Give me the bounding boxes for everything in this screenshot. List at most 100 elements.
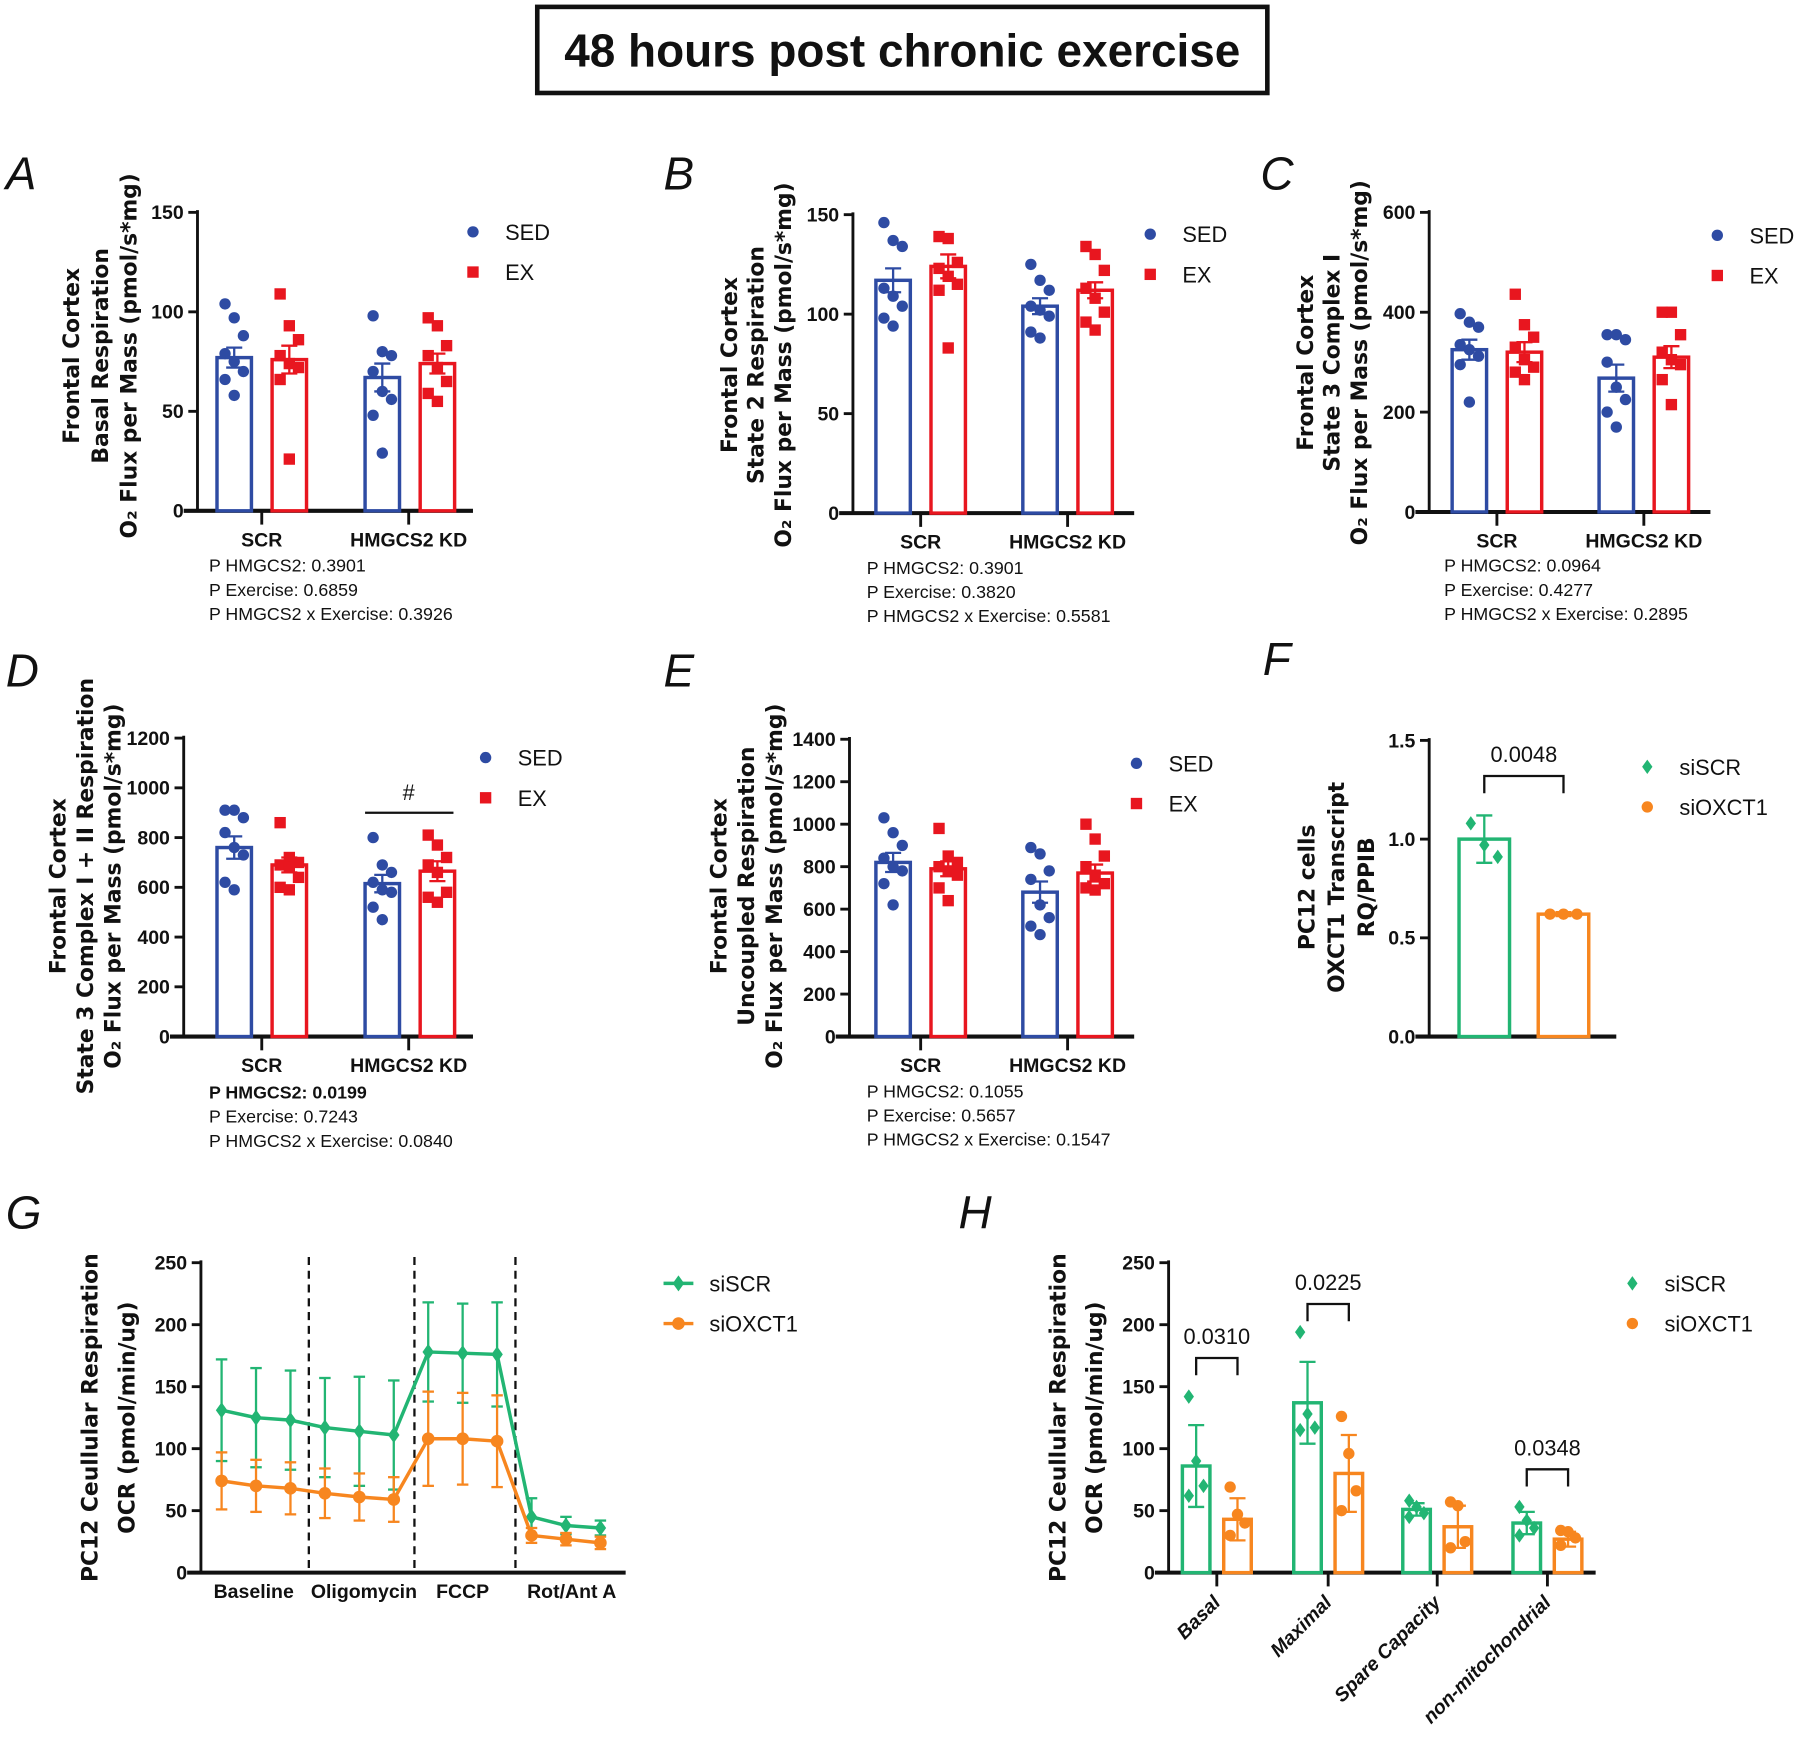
y-axis-label: O₂ Flux per Mass (pmol/s*mg) [772, 182, 797, 547]
data-point [422, 349, 434, 362]
legend-label: siOXCT1 [1679, 795, 1767, 820]
data-point [878, 216, 890, 229]
data-point [237, 330, 250, 342]
data-point [219, 298, 231, 310]
data-point [1518, 373, 1531, 386]
data-point [376, 447, 388, 459]
data-point [274, 373, 286, 386]
y-axis-label: RQ/PPIB [1355, 837, 1380, 937]
y-axis-label: Frontal Cortex [718, 277, 743, 453]
y-tick-label: 150 [151, 202, 184, 224]
y-tick-label: 1.0 [1388, 829, 1415, 851]
y-axis-label: PC12 Ceullular Respiration [79, 1253, 104, 1582]
data-point [1569, 1532, 1582, 1544]
data-point [1601, 329, 1613, 341]
data-point [376, 859, 388, 871]
bar-group [1457, 814, 1512, 1039]
data-point [933, 262, 945, 275]
y-tick-label: 400 [803, 942, 836, 964]
title-box: 48 hours post chronic exercise [534, 4, 1270, 96]
significance-bracket [1483, 774, 1565, 794]
panel-a: A 0 50 100 150 Frontal Cortex Basal Respiratio… [3, 147, 550, 623]
data-point [274, 288, 286, 300]
y-tick-label: 1.5 [1388, 730, 1415, 752]
y-tick-label: 800 [137, 827, 170, 849]
data-point [274, 881, 286, 894]
data-point [887, 320, 899, 332]
bar-group [1536, 908, 1591, 1039]
x-tick-label: HMGCS2 KD [1009, 1055, 1126, 1077]
p-value-label: 0.0048 [1491, 742, 1558, 767]
y-axis-label: O₂ Flux per Mass (pmol/s*mg) [763, 704, 788, 1069]
data-point [215, 1402, 228, 1419]
bar [1450, 347, 1489, 514]
data-point [1025, 841, 1037, 854]
bar-group [418, 829, 457, 1039]
data-point [1418, 1505, 1430, 1521]
data-point [951, 256, 964, 269]
x-tick-label: SCR [900, 1055, 941, 1077]
y-tick-label: 0.5 [1388, 928, 1415, 950]
data-point [1183, 1389, 1194, 1404]
y-tick-label: 100 [1122, 1439, 1155, 1461]
data-point [594, 1536, 607, 1550]
legend-label: EX [1169, 792, 1199, 817]
figure-title: 48 hours post chronic exercise [564, 25, 1240, 77]
stat-text: P HMGCS2: 0.1055 [867, 1081, 1024, 1101]
x-tick-label: HMGCS2 KD [1009, 532, 1126, 554]
data-point [353, 1490, 366, 1504]
data-point [1294, 1422, 1306, 1438]
legend-item-EX: EX [1711, 264, 1779, 289]
data-point [440, 339, 453, 352]
panel-label: D [6, 644, 39, 696]
data-point [367, 310, 379, 322]
bar-group [1552, 1524, 1584, 1575]
data-point [1080, 818, 1092, 830]
data-point [431, 866, 444, 879]
data-point [367, 409, 379, 421]
data-point [594, 1519, 607, 1537]
y-axis-label: OXCT1 Transcript [1325, 782, 1350, 993]
legend-label: SED [505, 220, 550, 245]
data-point [1043, 911, 1055, 924]
y-tick-label: 0 [828, 503, 839, 525]
bar-group [1076, 240, 1115, 515]
data-point [1518, 319, 1531, 331]
legend-item-EX: EX [1144, 262, 1212, 287]
data-point [933, 860, 945, 873]
y-axis-label: O₂ Flux per Mass (pmol/s*mg) [102, 704, 127, 1069]
data-point [274, 349, 286, 362]
legend-label: SED [1182, 222, 1227, 247]
data-point [1089, 884, 1101, 896]
series-line [221, 1350, 601, 1530]
y-tick-label: 0 [176, 1563, 187, 1585]
stat-text: P HMGCS2: 0.3901 [209, 556, 366, 576]
y-tick-label: 100 [155, 1439, 188, 1461]
data-point [1224, 1481, 1236, 1493]
legend-label: SED [1169, 751, 1214, 776]
data-point [219, 347, 231, 360]
legend-label: EX [505, 260, 535, 285]
p-value-label: 0.0348 [1514, 1436, 1581, 1461]
y-tick-label: 250 [155, 1253, 188, 1275]
bar [874, 860, 913, 1039]
x-tick-label: SCR [241, 529, 282, 551]
stat-text: P Exercise: 0.3820 [867, 582, 1016, 602]
bar-group [1021, 258, 1059, 515]
legend-marker-icon [467, 266, 479, 278]
y-tick-label: 200 [1383, 402, 1416, 424]
legend-marker-icon [479, 751, 492, 764]
data-point [1343, 1447, 1355, 1460]
bar-group [1511, 1499, 1543, 1575]
data-point [1404, 1509, 1415, 1525]
data-point [1656, 346, 1668, 358]
data-point [1454, 308, 1466, 320]
data-point [896, 300, 908, 312]
data-point [228, 355, 240, 368]
y-tick-label: 0 [1405, 502, 1416, 524]
bar-group [363, 831, 402, 1039]
data-point [1089, 248, 1101, 261]
stat-text: P HMGCS2 x Exercise: 0.1547 [867, 1130, 1111, 1150]
legend-marker-icon [1130, 797, 1143, 810]
data-point [1239, 1517, 1251, 1529]
